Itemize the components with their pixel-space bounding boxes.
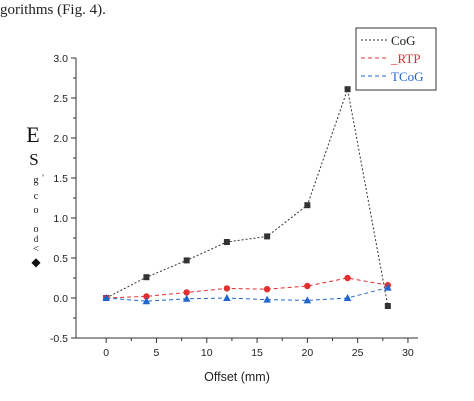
y-axis-label-glyph: o [34, 224, 39, 235]
data-point-tcog [303, 296, 312, 304]
y-axis-label-glyph: o [34, 205, 39, 216]
legend-label: TCoG [391, 69, 424, 84]
x-tick-label: 30 [402, 347, 414, 359]
y-tick-label: 2.5 [53, 93, 68, 105]
x-tick-label: 0 [103, 347, 109, 359]
caption-text: gorithms (Fig. 4). [0, 2, 106, 18]
legend-label: CoG [391, 33, 416, 48]
y-tick-label: 3.0 [53, 53, 68, 65]
data-point-tcog [343, 294, 352, 301]
legend-label: _RTP [390, 51, 421, 66]
data-point-cog [304, 202, 311, 209]
y-axis-label-glyph: E [26, 122, 39, 147]
data-point-rtp [183, 289, 190, 296]
series-line-tcog [106, 287, 388, 302]
data-point-cog [143, 274, 150, 281]
y-tick-label: 0.5 [53, 253, 68, 265]
data-point-tcog [384, 283, 392, 291]
y-axis-label-glyph: d [34, 234, 39, 244]
data-point-tcog [102, 294, 110, 301]
data-point-rtp [263, 286, 271, 293]
y-tick-label: 0.0 [53, 293, 68, 305]
legend: CoG _RTP TCoG [355, 27, 437, 91]
x-tick-label: 25 [352, 347, 364, 359]
data-point-tcog [142, 297, 151, 305]
data-point-tcog [182, 294, 191, 302]
data-point-cog [183, 257, 190, 264]
y-tick-label: 1.0 [53, 213, 68, 225]
y-axis-label-glyph: ◆ [31, 255, 41, 269]
series-line-rtp [106, 277, 388, 299]
y-tick-label: -0.5 [50, 333, 68, 345]
data-point-cog [384, 303, 391, 309]
y-tick-label: 2.0 [53, 133, 68, 145]
y-tick-label: 1.5 [53, 173, 68, 185]
data-point-cog [223, 239, 230, 245]
y-axis-label-glyph: g [34, 175, 39, 186]
y-axis-label-glyph: ' [42, 173, 44, 183]
data-point-rtp [304, 282, 311, 290]
y-axis-label-glyph: < [33, 243, 39, 255]
chart-series [102, 86, 392, 309]
y-axis-label-glyph: S [29, 150, 38, 169]
x-axis-title: Offset (mm) [204, 370, 270, 384]
y-axis-label-glyph: c [34, 191, 39, 202]
data-point-rtp [223, 285, 231, 292]
data-point-rtp [344, 274, 351, 282]
data-point-rtp [143, 293, 150, 300]
chart-axes: 0 5 10 15 20 25 30 -0.5 0.0 0.5 1.0 1.5 2.0 2.5 3.0 [50, 53, 418, 359]
series-line-cog [105, 87, 389, 307]
legend-box [355, 27, 437, 91]
x-tick-label: 5 [154, 347, 160, 359]
x-tick-label: 15 [251, 347, 263, 359]
x-tick-label: 10 [201, 347, 213, 359]
x-tick-label: 20 [302, 347, 314, 359]
data-point-cog [264, 233, 271, 240]
data-point-tcog [263, 295, 271, 303]
data-point-tcog [223, 294, 231, 301]
data-point-cog [344, 86, 351, 93]
